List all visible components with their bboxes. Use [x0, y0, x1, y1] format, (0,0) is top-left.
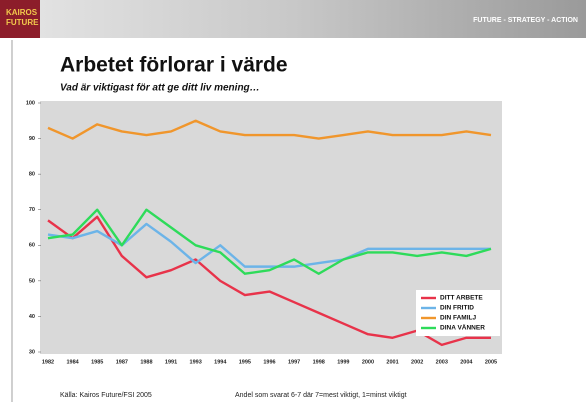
chart-subtitle: Vad är viktigast för att ge ditt liv men…: [60, 83, 260, 94]
logo-text: FUTURE: [6, 18, 39, 27]
x-tick-label: 1996: [263, 359, 275, 365]
x-tick-label: 1985: [91, 359, 103, 365]
y-tick-label: 70: [29, 207, 35, 213]
x-tick-label: 1997: [288, 359, 300, 365]
logo-text: KAIROS: [6, 8, 38, 17]
x-tick-label: 1995: [239, 359, 251, 365]
x-tick-label: 1984: [66, 359, 79, 365]
y-tick-label: 40: [29, 314, 35, 320]
source: Källa: Kairos Future/FSI 2005: [60, 392, 152, 399]
x-tick-label: 1999: [337, 359, 349, 365]
y-tick-label: 80: [29, 172, 35, 178]
y-tick-label: 100: [26, 100, 35, 106]
x-tick-label: 1988: [140, 359, 152, 365]
x-tick-label: 1998: [313, 359, 325, 365]
x-tick-label: 2000: [362, 359, 374, 365]
x-tick-label: 2001: [386, 359, 398, 365]
x-tick-label: 1994: [214, 359, 227, 365]
chart-title: Arbetet förlorar i värde: [60, 54, 288, 77]
legend-label: DIN FRITID: [440, 305, 474, 312]
y-tick-label: 60: [29, 243, 35, 249]
legend-label: DINA VÄNNER: [440, 324, 485, 332]
y-tick-label: 30: [29, 349, 35, 355]
note: Andel som svarat 6-7 där 7=mest viktigt,…: [235, 392, 407, 399]
legend-label: DIN FAMILJ: [440, 315, 476, 322]
tagline: FUTURE - STRATEGY - ACTION: [473, 17, 578, 24]
y-tick-label: 50: [29, 278, 35, 284]
x-tick-label: 1982: [42, 359, 54, 365]
legend-label: DITT ARBETE: [440, 295, 483, 302]
slide: KAIROS FUTURE FUTURE - STRATEGY - ACTION…: [0, 0, 586, 402]
x-tick-label: 2005: [485, 359, 497, 365]
x-tick-label: 1991: [165, 359, 177, 365]
x-tick-label: 2004: [460, 359, 473, 365]
x-tick-label: 2002: [411, 359, 423, 365]
y-tick-label: 90: [29, 136, 35, 142]
x-tick-label: 2003: [436, 359, 448, 365]
x-tick-label: 1987: [116, 359, 128, 365]
x-tick-label: 1993: [190, 359, 202, 365]
